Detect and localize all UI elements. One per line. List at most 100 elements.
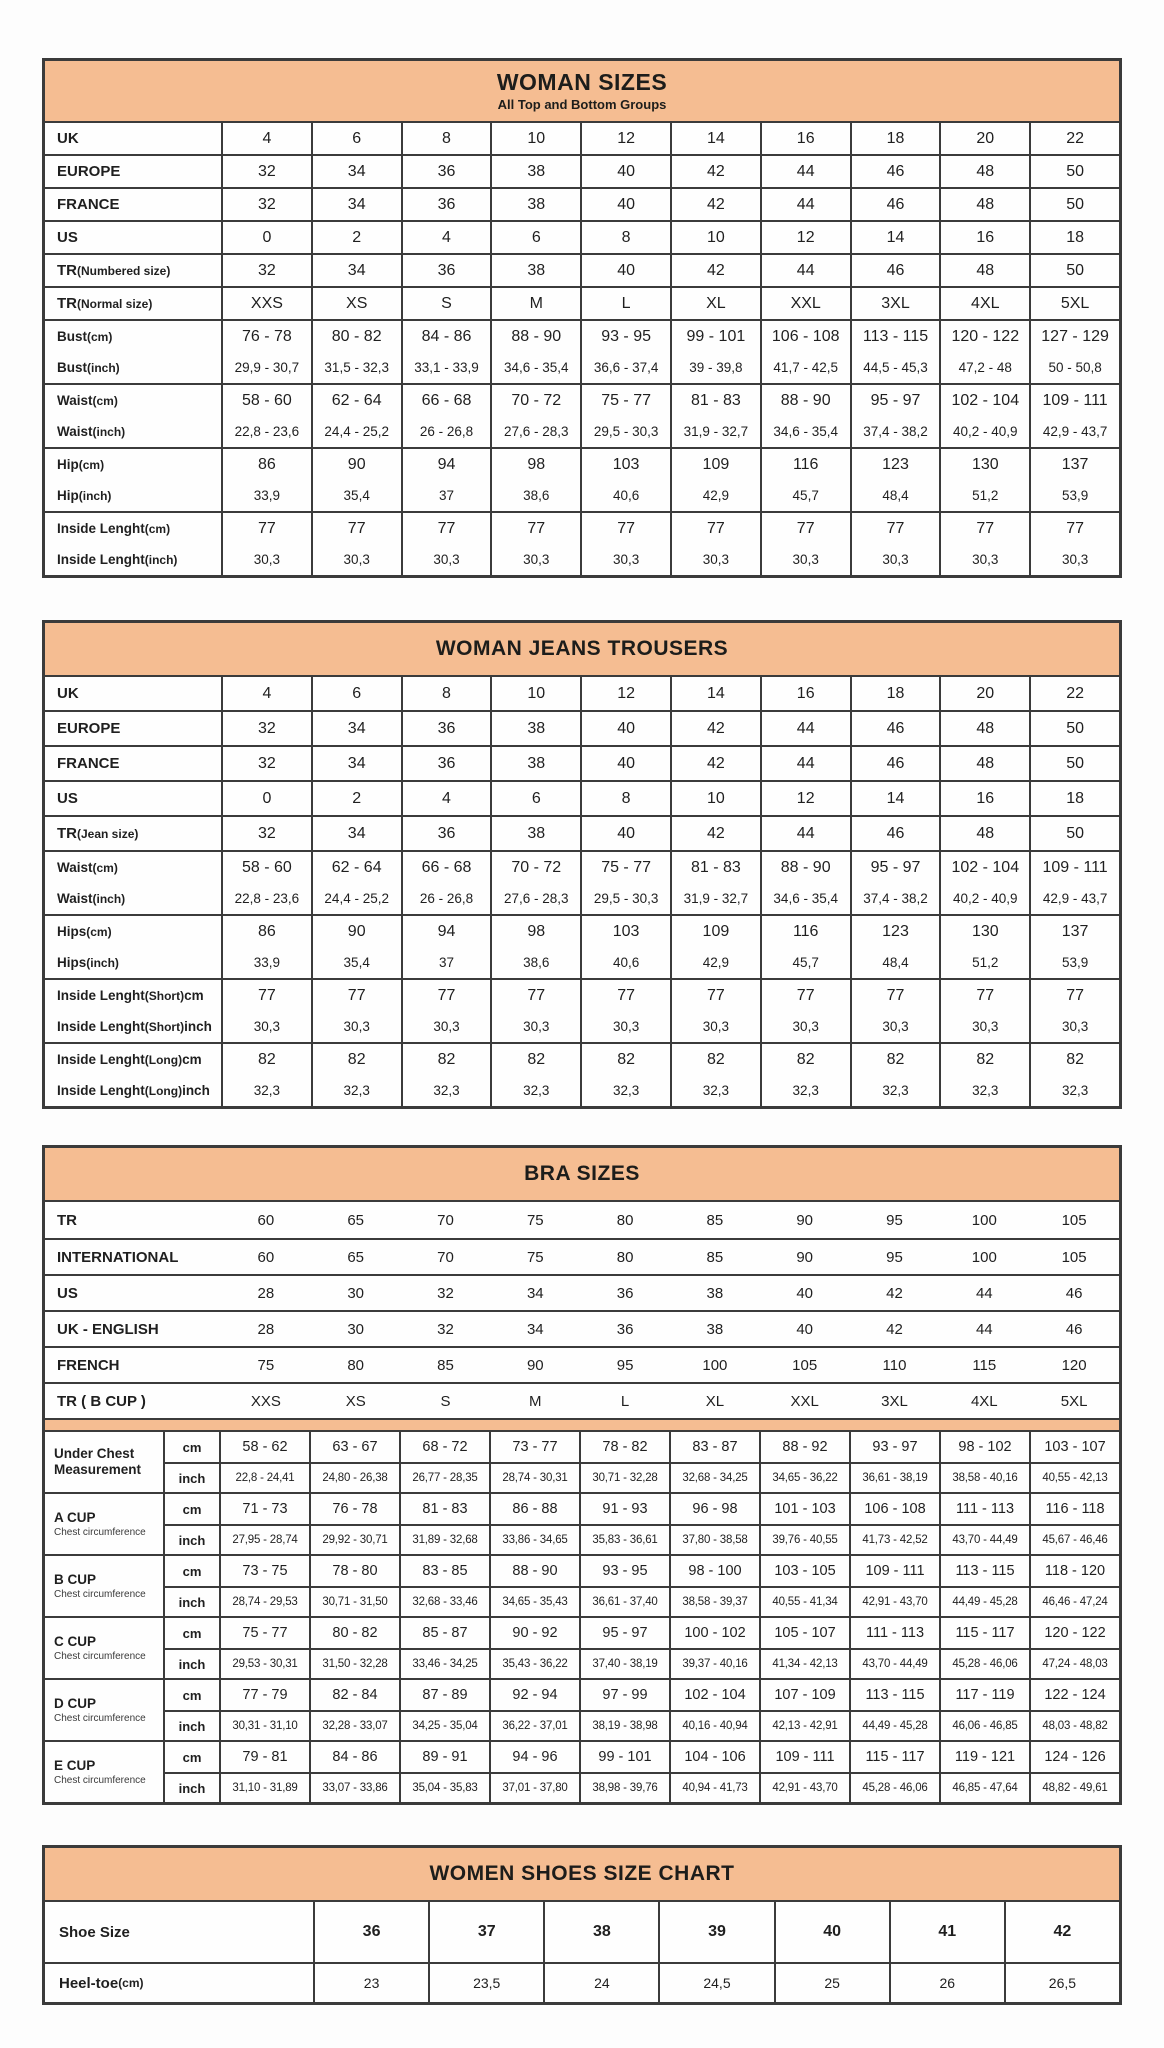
cell: 32 <box>221 712 311 745</box>
cell: 60 <box>257 1211 275 1229</box>
table-row: Inside Lenght (cm) Inside Lenght (inch) 77… <box>45 511 1119 575</box>
cell: 0 <box>221 782 311 815</box>
cell: 109 42,9 <box>670 916 760 978</box>
cell: 40,55 - 42,13 <box>1029 1462 1119 1492</box>
cell: 82 32,3 <box>670 1044 760 1106</box>
unit-label-inch: inch <box>163 1586 219 1616</box>
cell: 50 <box>1029 156 1119 187</box>
cell: 41,34 - 42,13 <box>759 1648 849 1678</box>
cell: 83 - 87 <box>669 1432 759 1462</box>
cell: 75 - 77 29,5 - 30,3 <box>580 385 670 447</box>
cell: 66 - 68 26 - 26,8 <box>400 852 491 914</box>
row-label: Waist (cm) Waist (inch) <box>57 860 126 906</box>
woman-sizes-table: WOMAN SIZES All Top and Bottom Groups UK… <box>42 58 1122 578</box>
cell: 45,67 - 46,46 <box>1029 1524 1119 1554</box>
cell: 46 <box>849 156 940 187</box>
cell: 30 <box>347 1320 365 1338</box>
cup-group: Under Chest Measurement cm 58 - 62 63 - 67 6… <box>45 1432 1119 1492</box>
cell: 42 <box>1003 1902 1119 1962</box>
cell: M <box>490 288 580 319</box>
cell: 122 - 124 <box>1029 1680 1119 1710</box>
cell: 38 <box>543 1902 658 1962</box>
cell: 77 30,3 <box>849 513 940 575</box>
unit-label-inch: inch <box>163 1648 219 1678</box>
cell: 50 <box>1029 189 1119 220</box>
cell: 77 30,3 <box>670 980 760 1042</box>
cell: 94 37 <box>400 449 491 511</box>
cell: 80 - 82 31,5 - 32,3 <box>310 321 401 383</box>
row-label: INTERNATIONAL <box>57 1248 179 1266</box>
cell: 40 <box>580 189 670 220</box>
row-label: TR ( B CUP ) <box>57 1392 146 1410</box>
cell: 30,31 - 31,10 <box>219 1710 309 1740</box>
cell: 42 <box>886 1320 903 1338</box>
cell: 22,8 - 24,41 <box>219 1462 309 1492</box>
cell: 35,43 - 36,22 <box>489 1648 579 1678</box>
orange-divider <box>45 1418 1119 1432</box>
cell: 95 <box>886 1211 903 1229</box>
cell: 28,74 - 30,31 <box>489 1462 579 1492</box>
cell: 48,82 - 49,61 <box>1029 1772 1119 1802</box>
cell: 32,68 - 33,46 <box>399 1586 489 1616</box>
table-row: EUROPE 32 34 36 38 40 42 44 46 48 50 <box>45 710 1119 745</box>
cell: 103 - 107 <box>1029 1432 1119 1462</box>
cell: 20 <box>939 677 1029 710</box>
table-row: Heel-toe (cm) 23 23,5 24 24,5 25 26 26,5 <box>45 1962 1119 2002</box>
cell: 34 <box>526 1284 544 1302</box>
cell: 36 <box>313 1902 428 1962</box>
cell: 109 - 111 42,9 - 43,7 <box>1029 385 1119 447</box>
cell: 31,50 - 32,28 <box>309 1648 399 1678</box>
cell: 118 - 120 <box>1029 1556 1119 1586</box>
cell: 82 32,3 <box>310 1044 401 1106</box>
shoes-size-title: WOMEN SHOES SIZE CHART <box>429 1862 735 1886</box>
cell: 113 - 115 <box>939 1556 1029 1586</box>
row-label: FRENCH <box>57 1356 120 1374</box>
cell: 130 51,2 <box>939 449 1029 511</box>
cell: 42 <box>670 817 760 850</box>
cell: 44 <box>975 1320 993 1338</box>
spacer <box>42 1109 1122 1145</box>
cell: 109 - 111 <box>759 1742 849 1772</box>
cell: 102 - 104 40,2 - 40,9 <box>939 852 1029 914</box>
cell: 82 32,3 <box>400 1044 491 1106</box>
cell: 5XL <box>1060 1392 1088 1410</box>
cell: 90 <box>796 1211 814 1229</box>
cell: 12 <box>580 123 670 154</box>
cell: 82 32,3 <box>939 1044 1029 1106</box>
table-row: TR 60 65 70 75 80 85 90 95 100 105 <box>45 1202 1119 1238</box>
cell: 44 <box>975 1284 993 1302</box>
cell: 77 30,3 <box>490 980 580 1042</box>
cell: 123 48,4 <box>849 449 940 511</box>
bra-sizes-header: BRA SIZES <box>45 1148 1119 1202</box>
cell: XXS <box>221 288 311 319</box>
cell: 111 - 113 <box>939 1494 1029 1524</box>
cell: XXL <box>790 1392 819 1410</box>
cell: 75 - 77 <box>219 1618 309 1648</box>
jeans-trousers-header: WOMAN JEANS TROUSERS <box>45 623 1119 677</box>
cell: 90 35,4 <box>310 916 401 978</box>
cell: 37,40 - 38,19 <box>579 1648 669 1678</box>
table-row: US 0 2 4 6 8 10 12 14 16 18 <box>45 220 1119 253</box>
cell: 105 - 107 <box>759 1618 849 1648</box>
cell: 119 - 121 <box>939 1742 1029 1772</box>
cell: 32 <box>221 817 311 850</box>
cell: 30,71 - 32,28 <box>579 1462 669 1492</box>
cell: 77 30,3 <box>580 513 670 575</box>
cell: 46 <box>849 712 940 745</box>
cell: 88 - 90 34,6 - 35,4 <box>490 321 580 383</box>
cell: 115 - 117 <box>849 1742 939 1772</box>
table-row: Waist (cm) Waist (inch) 58 - 60 22,8 - 23,6… <box>45 850 1119 914</box>
cell: 46 <box>849 747 940 780</box>
row-label: Waist (cm) Waist (inch) <box>57 393 126 439</box>
cell: 4 <box>221 123 311 154</box>
cell: 34 <box>310 189 401 220</box>
cell: 14 <box>849 222 940 253</box>
cell: 92 - 94 <box>489 1680 579 1710</box>
cell: 38 <box>706 1284 724 1302</box>
cell: 103 40,6 <box>580 916 670 978</box>
cell: 58 - 62 <box>219 1432 309 1462</box>
cell: 42 <box>670 189 760 220</box>
cell: 16 <box>759 123 850 154</box>
jeans-trousers-title: WOMAN JEANS TROUSERS <box>435 637 729 661</box>
cell: 77 30,3 <box>1029 513 1119 575</box>
